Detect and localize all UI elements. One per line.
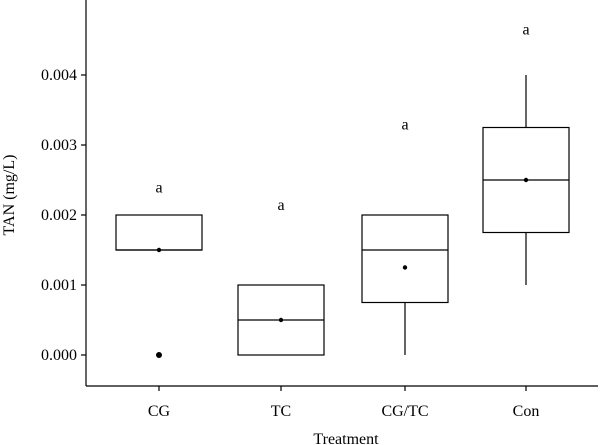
significance-letter: a xyxy=(155,180,162,197)
x-tick-label: TC xyxy=(271,403,291,420)
box-group-tc: a xyxy=(237,197,325,356)
x-tick-label: CG xyxy=(148,403,171,420)
mean-point xyxy=(156,247,162,253)
y-tick-label: 0.001 xyxy=(41,277,77,294)
box xyxy=(115,214,203,251)
y-tick-label: 0.004 xyxy=(41,67,77,84)
chart-marks: a a a a xyxy=(115,21,570,358)
box-group-cg: a xyxy=(115,180,203,358)
mean-point xyxy=(402,265,408,270)
y-tick-label: 0.003 xyxy=(41,137,77,154)
y-tick-label: 0.000 xyxy=(41,347,77,364)
significance-letter: a xyxy=(522,21,529,38)
x-tick-label: CG/TC xyxy=(381,403,428,420)
outlier-point xyxy=(156,352,162,358)
y-tick-label: 0.002 xyxy=(41,207,77,224)
box-group-con: a xyxy=(482,21,570,285)
mean-point xyxy=(523,177,529,183)
y-axis-title: TAN (mg/L) xyxy=(1,155,18,236)
significance-letter: a xyxy=(277,197,284,214)
box xyxy=(361,214,449,304)
x-tick-label: Con xyxy=(513,403,540,420)
x-axis-title: Treatment xyxy=(313,431,379,445)
axes: 0.000 0.001 0.002 0.003 0.004 CG TC CG/TC Con xyxy=(41,0,598,420)
significance-letter: a xyxy=(401,117,408,134)
mean-point xyxy=(278,317,284,323)
box-group-cg-tc: a xyxy=(361,117,449,355)
